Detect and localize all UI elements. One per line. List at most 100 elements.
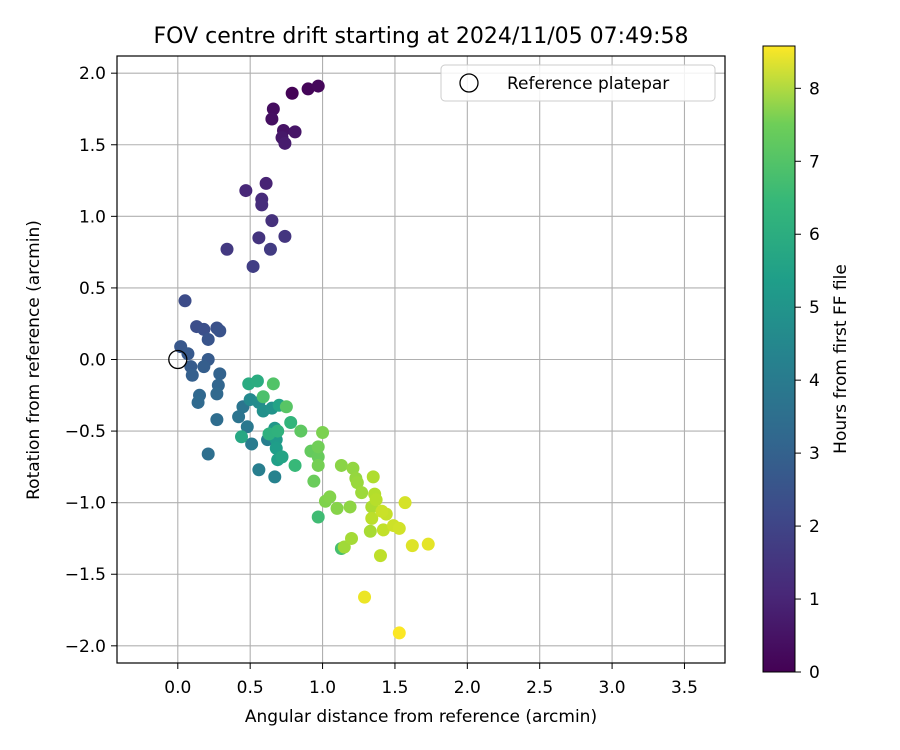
data-point: [307, 474, 321, 488]
legend-marker: [459, 73, 479, 93]
data-point: [363, 524, 377, 538]
data-point: [252, 231, 266, 245]
x-tick-label: 1.0: [309, 678, 336, 698]
data-point: [240, 420, 254, 434]
data-point: [405, 539, 419, 553]
colorbar-tick-label: 5: [809, 298, 820, 318]
data-point: [311, 458, 325, 472]
legend-box: [440, 64, 716, 102]
data-point: [256, 390, 270, 404]
data-point: [392, 626, 406, 640]
x-tick-label: 3.5: [671, 678, 698, 698]
data-point: [220, 242, 234, 256]
y-tick-label: 0.0: [79, 351, 106, 371]
colorbar-ticks: 0 1 2 3 4 5 6 7 8: [795, 79, 820, 683]
data-point: [421, 537, 435, 551]
x-axis-ticks: 0.0 0.5 1.0 1.5 2.0 2.5 3.0 3.5: [164, 663, 698, 698]
colorbar: 0 1 2 3 4 5 6 7 8 Hours from first FF file: [762, 45, 851, 683]
data-point: [285, 86, 299, 100]
data-point: [263, 242, 277, 256]
y-tick-label: −2.0: [65, 637, 106, 657]
legend: Reference platepar: [440, 64, 716, 102]
data-point: [266, 377, 280, 391]
data-point: [337, 540, 351, 554]
data-point: [234, 430, 248, 444]
x-tick-label: 0.0: [164, 678, 191, 698]
data-point: [268, 470, 282, 484]
data-point: [213, 324, 227, 338]
data-point: [343, 500, 357, 514]
data-point: [232, 410, 246, 424]
data-point: [201, 447, 215, 461]
data-point: [323, 490, 337, 504]
data-point: [210, 413, 224, 427]
data-point: [311, 440, 325, 454]
y-tick-label: −0.5: [65, 422, 106, 442]
data-point: [334, 458, 348, 472]
y-tick-label: 1.5: [79, 136, 106, 156]
data-point: [355, 486, 369, 500]
data-point: [265, 112, 279, 126]
colorbar-tick-label: 2: [809, 517, 820, 537]
legend-label: Reference platepar: [507, 74, 669, 94]
colorbar-label: Hours from first FF file: [831, 264, 851, 454]
data-point: [185, 368, 199, 382]
colorbar-tick-label: 1: [809, 590, 820, 610]
data-point: [259, 176, 273, 190]
data-point: [271, 424, 285, 438]
data-point: [311, 510, 325, 524]
data-point: [210, 387, 224, 401]
data-point: [345, 531, 359, 545]
data-point: [275, 450, 289, 464]
data-point: [294, 424, 308, 438]
data-point: [284, 415, 298, 429]
data-points: [174, 79, 435, 640]
data-point: [278, 136, 292, 150]
data-point: [346, 461, 360, 475]
data-point: [350, 476, 364, 490]
y-tick-label: 0.5: [79, 279, 106, 299]
data-point: [278, 229, 292, 243]
data-point: [366, 470, 380, 484]
x-tick-label: 1.5: [381, 678, 408, 698]
x-tick-label: 0.5: [237, 678, 264, 698]
data-point: [239, 184, 253, 198]
data-point: [246, 259, 260, 273]
x-axis-label: Angular distance from reference (arcmin): [245, 707, 597, 727]
data-point: [330, 501, 344, 515]
reference-platepar-marker: [168, 349, 188, 370]
data-point: [392, 521, 406, 535]
data-point: [201, 332, 215, 346]
data-point: [365, 511, 379, 525]
colorbar-tick-label: 3: [809, 444, 820, 464]
y-tick-label: −1.5: [65, 565, 106, 585]
data-point: [316, 426, 330, 440]
y-tick-label: 1.0: [79, 207, 106, 227]
data-point: [197, 360, 211, 374]
data-point: [358, 590, 372, 604]
y-tick-label: 2.0: [79, 64, 106, 84]
data-point: [301, 82, 315, 96]
data-point: [375, 504, 389, 518]
colorbar-tick-label: 8: [809, 79, 820, 99]
data-point: [279, 400, 293, 414]
data-point: [288, 125, 302, 139]
data-point: [266, 102, 280, 116]
chart-title: FOV centre drift starting at 2024/11/05 …: [154, 24, 689, 49]
data-point: [376, 523, 390, 537]
data-point: [373, 549, 387, 563]
colorbar-tick-label: 0: [809, 663, 820, 683]
data-point: [213, 367, 227, 381]
data-point: [288, 458, 302, 472]
data-point: [255, 198, 269, 212]
grid: [117, 56, 725, 663]
x-tick-label: 3.0: [599, 678, 626, 698]
y-tick-label: −1.0: [65, 494, 106, 514]
data-point: [245, 437, 259, 451]
data-point: [191, 395, 205, 409]
data-point: [250, 374, 264, 388]
colorbar-tick-label: 6: [809, 225, 820, 245]
data-point: [311, 79, 325, 93]
colorbar-tick-label: 4: [809, 371, 820, 391]
y-axis-ticks: 2.0 1.5 1.0 0.5 0.0 −0.5 −1.0 −1.5 −2.0: [65, 64, 117, 657]
